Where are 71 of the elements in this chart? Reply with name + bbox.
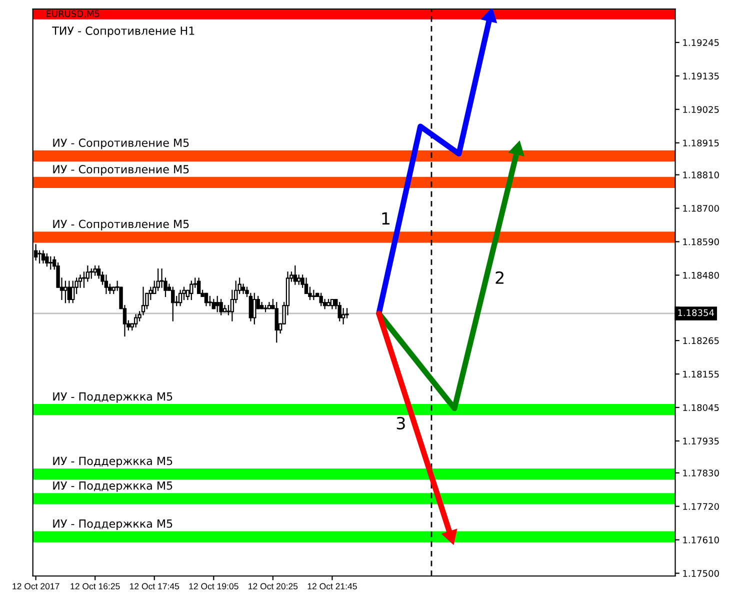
ref-line-label: ИУ - Сопротивление M5 — [53, 165, 189, 176]
chart-title: EURUSD,M5 — [46, 10, 100, 18]
y-tick-label: 1.18590 — [683, 238, 719, 246]
candlestick — [104, 274, 108, 294]
point — [442, 528, 458, 544]
x-tick-label: 12 Oct 17:45 — [130, 583, 180, 590]
candlestick — [330, 298, 334, 310]
y-tick-label: 1.17610 — [683, 536, 719, 544]
candlestick — [215, 296, 220, 312]
ref-line-label: ИУ - Сопротивление M5 — [53, 138, 189, 150]
candlestick — [45, 253, 49, 267]
candlestick — [252, 292, 256, 324]
y-tick-label: 1.18265 — [683, 337, 719, 344]
candlestick — [90, 268, 94, 279]
candlestick — [196, 278, 201, 294]
candlestick — [204, 292, 208, 306]
candlestick — [38, 250, 42, 264]
ref-line-label: ИУ - Поддержкка M5 — [53, 482, 172, 492]
y-tick-label: 1.17500 — [683, 570, 719, 577]
candlestick — [67, 280, 72, 304]
point — [481, 9, 497, 23]
ref-line-label: ИУ - Поддержкка M5 — [53, 456, 172, 468]
y-tick-label: 1.18915 — [683, 140, 719, 146]
candlestick — [134, 314, 138, 328]
y-tick-label: 1.18480 — [683, 272, 719, 279]
candlestick — [312, 290, 316, 300]
ref-line-label: ИУ - Сопротивление M5 — [53, 220, 189, 230]
candlestick — [82, 272, 86, 288]
ref-line-label: ИУ - Поддержкка M5 — [53, 520, 172, 530]
candlestick — [341, 308, 346, 324]
y-tick-label: 1.18155 — [683, 370, 719, 378]
candlestick — [71, 280, 75, 304]
candlestick — [93, 265, 97, 276]
candlestick — [212, 298, 216, 310]
candlestick — [219, 298, 223, 316]
x-tick-label: 12 Oct 19:05 — [189, 583, 238, 590]
candlestick — [338, 302, 342, 322]
candlestick — [64, 280, 68, 304]
y-tick-label: 1.18045 — [683, 404, 719, 412]
x-tick-label: 12 Oct 2017 — [12, 583, 60, 590]
candlestick — [274, 302, 278, 343]
candlestick — [190, 280, 194, 300]
ref-line-label: ТИУ - Сопротивление H1 — [52, 26, 194, 38]
candlestick — [297, 274, 301, 285]
candlestick — [178, 290, 182, 306]
y-tick-label: 1.18810 — [683, 172, 719, 178]
y-tick-label: 1.19025 — [683, 106, 719, 113]
candlestick — [41, 250, 46, 264]
candlestick — [319, 292, 323, 306]
candlestick — [48, 256, 52, 270]
x-tick-label: 12 Oct 21:45 — [308, 583, 357, 590]
candlestick — [156, 268, 160, 291]
x-tick-label: 12 Oct 16:25 — [70, 583, 120, 590]
y-tick-label: 1.18700 — [683, 204, 719, 212]
y-tick-label: 1.17935 — [683, 438, 719, 444]
candlestick — [171, 286, 175, 322]
y-tick-label: 1.17830 — [683, 470, 719, 476]
series-label: 3 — [396, 416, 405, 430]
point — [508, 141, 524, 156]
x-tick-label: 12 Oct 20:25 — [248, 583, 298, 590]
candlestick — [308, 286, 312, 300]
y-tick-label: 1.19245 — [683, 39, 719, 46]
ref-line-label: 1.18354 — [678, 309, 714, 316]
candlestick — [241, 284, 246, 294]
candlestick — [293, 265, 297, 285]
series-label: 2 — [496, 271, 504, 284]
y-tick-label: 1.17720 — [683, 503, 719, 510]
y-tick-label: 1.19135 — [683, 72, 719, 80]
ref-line-label: ИУ - Поддержкка M5 — [53, 392, 172, 403]
candlestick — [208, 296, 212, 306]
series-label: 1 — [382, 212, 390, 225]
